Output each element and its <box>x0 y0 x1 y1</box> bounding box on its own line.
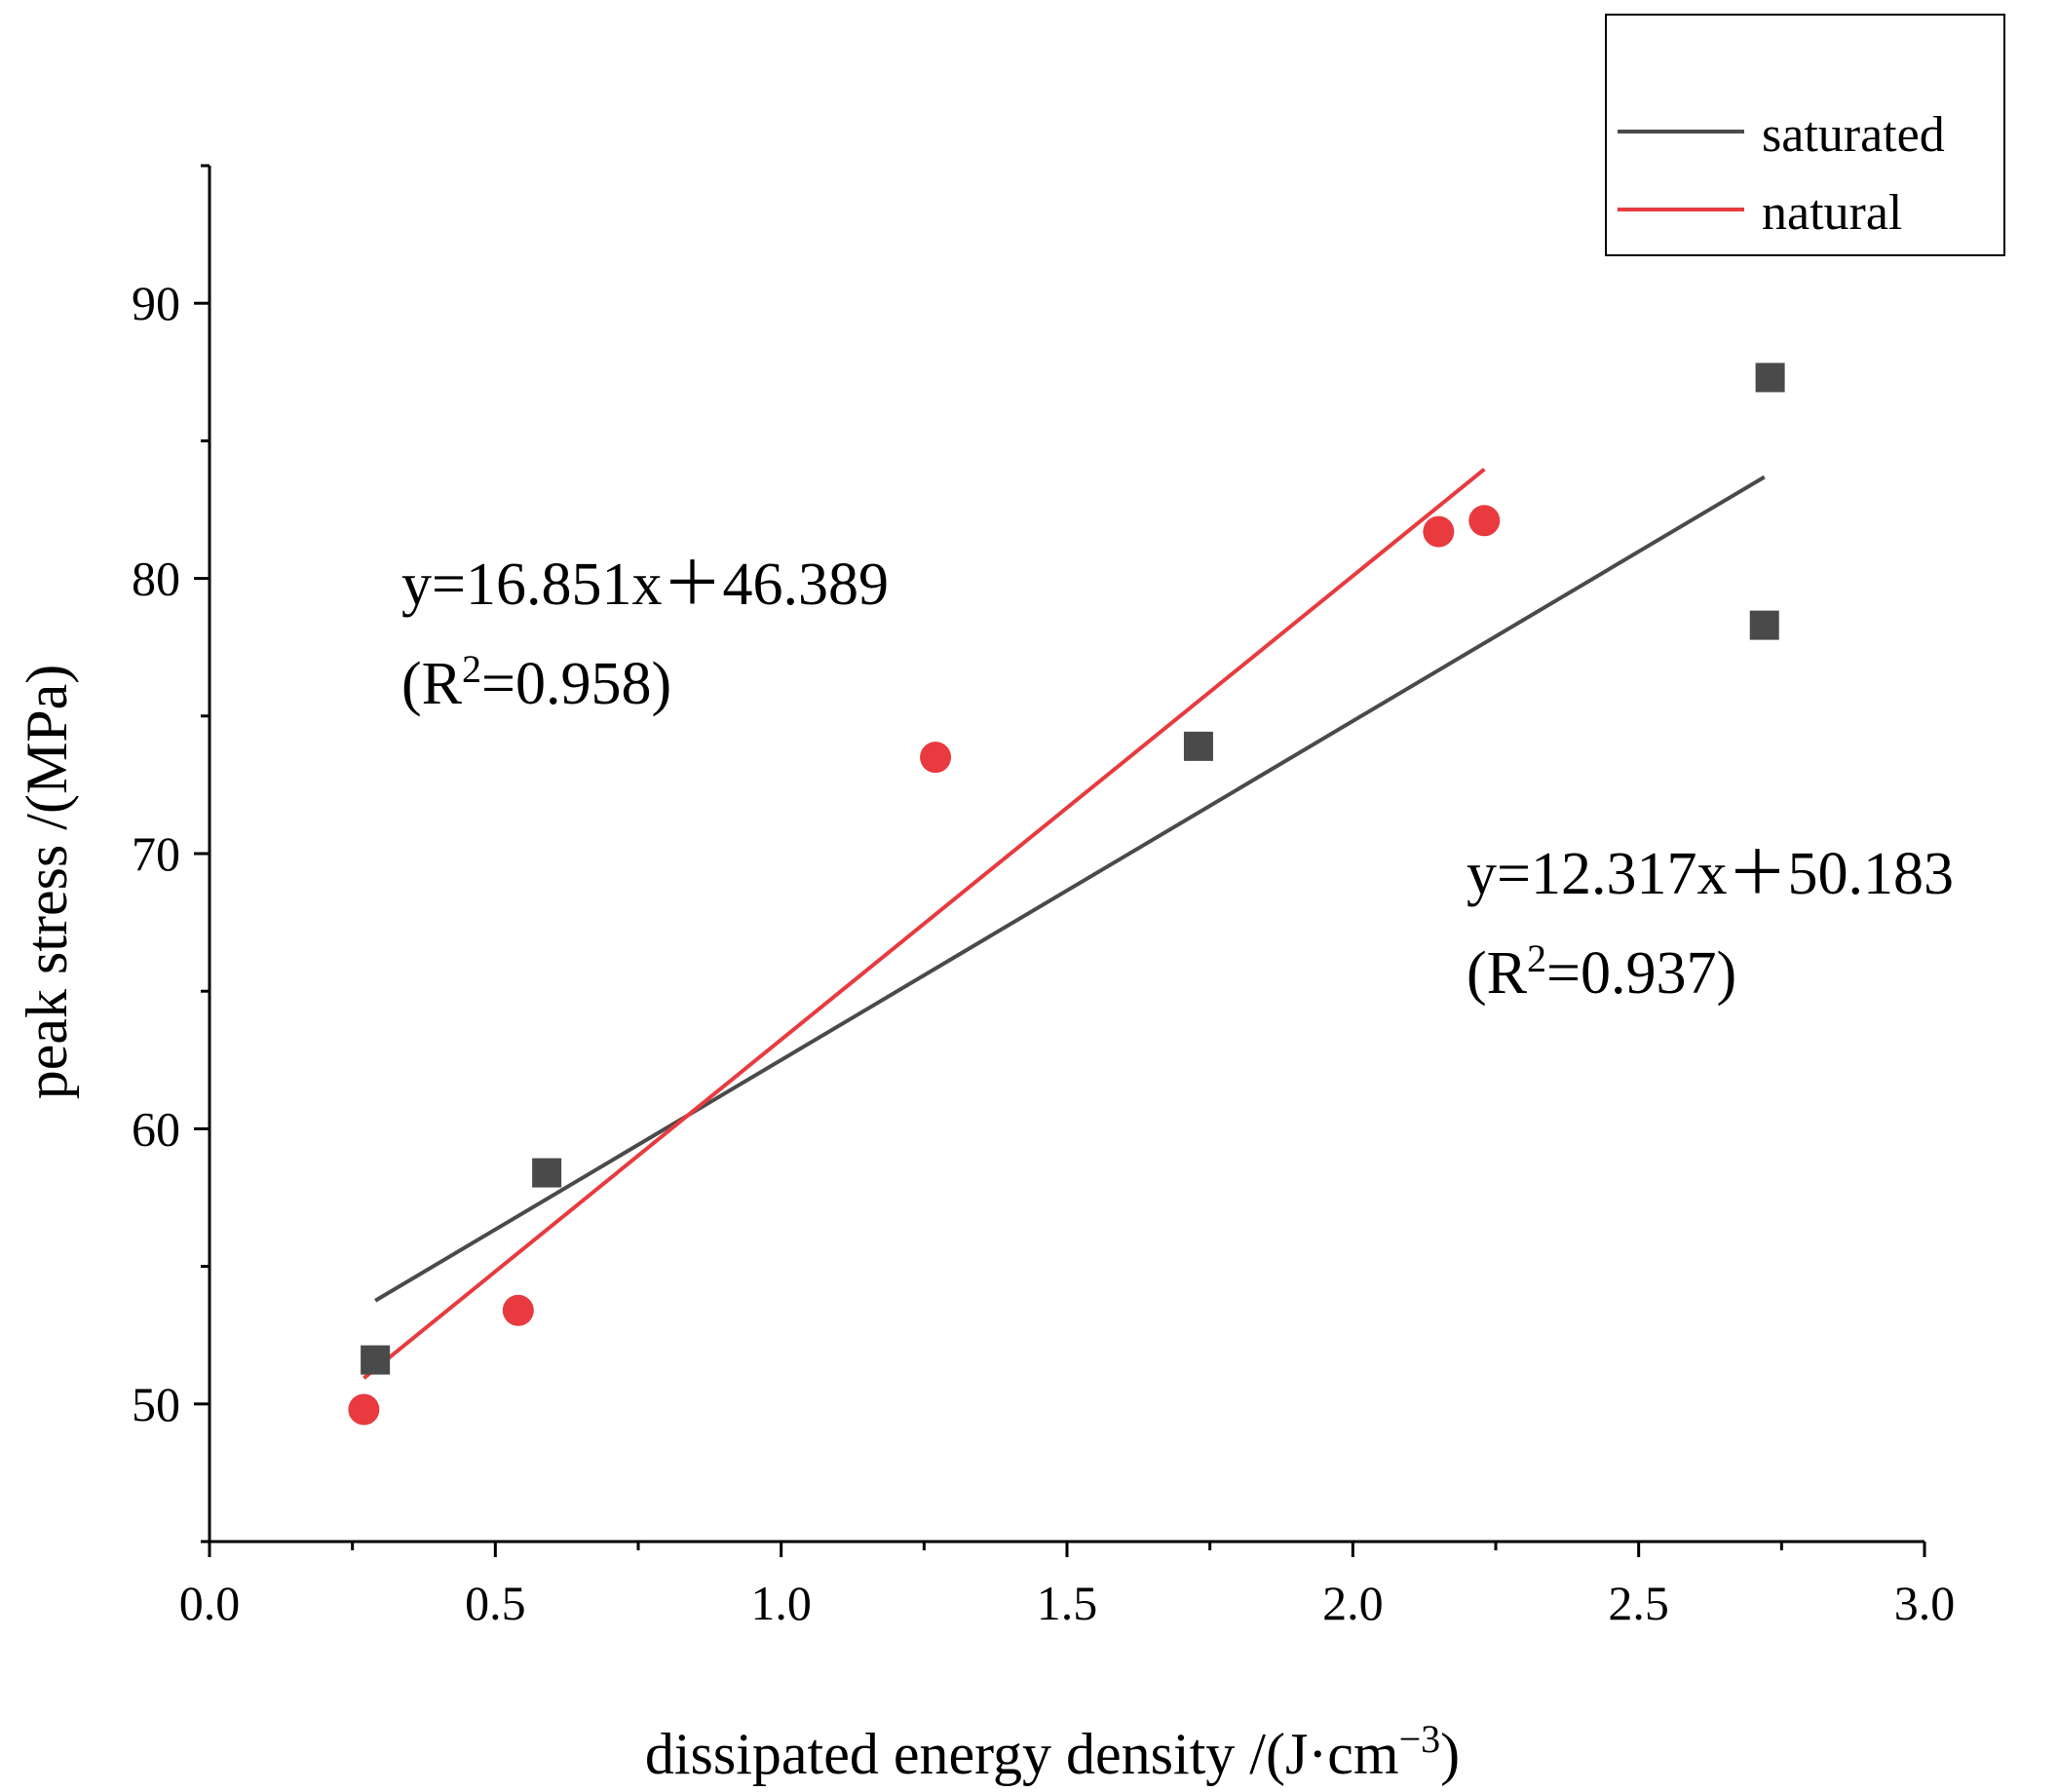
saturated-fit-r2: (R2=0.937) <box>1467 936 1736 1008</box>
natural-fit-equation: y=16.851x＋46.389 <box>401 552 889 618</box>
natural-fit-r2: (R2=0.958) <box>401 647 671 718</box>
saturated-point <box>1755 362 1785 393</box>
y-tick-label: 70 <box>132 826 180 881</box>
y-axis: 50 60 70 80 90 <box>132 164 211 1544</box>
saturated-r2-superscript: 2 <box>1527 936 1546 980</box>
saturated-point <box>1749 610 1779 640</box>
y-tick-label: 90 <box>132 276 180 330</box>
legend-box <box>1605 14 2005 256</box>
x-axis-title-close: ) <box>1440 1722 1460 1786</box>
natural-r2-suffix: =0.958) <box>481 651 671 717</box>
saturated-r2-suffix: =0.937) <box>1546 940 1736 1007</box>
legend: saturated natural <box>1605 14 2005 256</box>
data-markers <box>348 362 1785 1426</box>
x-tick-label: 2.5 <box>1608 1576 1669 1630</box>
legend-label-saturated: saturated <box>1762 107 1945 163</box>
x-axis: 0.0 0.5 1.0 1.5 2.0 2.5 3.0 <box>179 1540 1956 1630</box>
legend-label-natural: natural <box>1762 185 1902 241</box>
natural-fit-annotation: y=16.851x＋46.389 (R2=0.958) <box>401 552 889 717</box>
x-tick-label: 1.5 <box>1037 1576 1098 1630</box>
x-axis-title: dissipated energy density /(J·cm−3) <box>645 1717 1460 1787</box>
y-tick-label: 50 <box>132 1377 180 1431</box>
saturated-r2-prefix: (R <box>1467 940 1528 1007</box>
x-axis-title-superscript: −3 <box>1399 1717 1441 1761</box>
saturated-fit-equation: y=12.317x＋50.183 <box>1467 841 1954 907</box>
x-tick-label: 1.0 <box>750 1576 812 1630</box>
x-tick-label: 2.0 <box>1322 1576 1384 1630</box>
x-tick-label: 3.0 <box>1894 1576 1956 1630</box>
natural-point <box>348 1393 380 1426</box>
x-tick-label: 0.5 <box>465 1576 526 1630</box>
natural-r2-prefix: (R <box>401 651 463 717</box>
y-tick-label: 60 <box>132 1101 180 1156</box>
saturated-point <box>532 1158 562 1188</box>
natural-point <box>1468 505 1501 537</box>
x-tick-label: 0.0 <box>179 1576 241 1630</box>
natural-fit-line <box>362 468 1486 1380</box>
natural-r2-superscript: 2 <box>462 647 481 691</box>
saturated-fit-line <box>374 475 1766 1303</box>
saturated-point <box>361 1345 391 1375</box>
y-axis-title: peak stress /(MPa) <box>15 665 79 1100</box>
natural-point <box>1423 515 1455 548</box>
y-tick-label: 80 <box>132 552 180 606</box>
natural-point <box>920 742 952 774</box>
x-axis-title-main: dissipated energy density /(J·cm <box>645 1722 1399 1786</box>
fit-lines <box>362 468 1766 1380</box>
saturated-fit-annotation: y=12.317x＋50.183 (R2=0.937) <box>1467 841 1954 1007</box>
natural-point <box>502 1294 534 1326</box>
saturated-point <box>1183 731 1213 761</box>
